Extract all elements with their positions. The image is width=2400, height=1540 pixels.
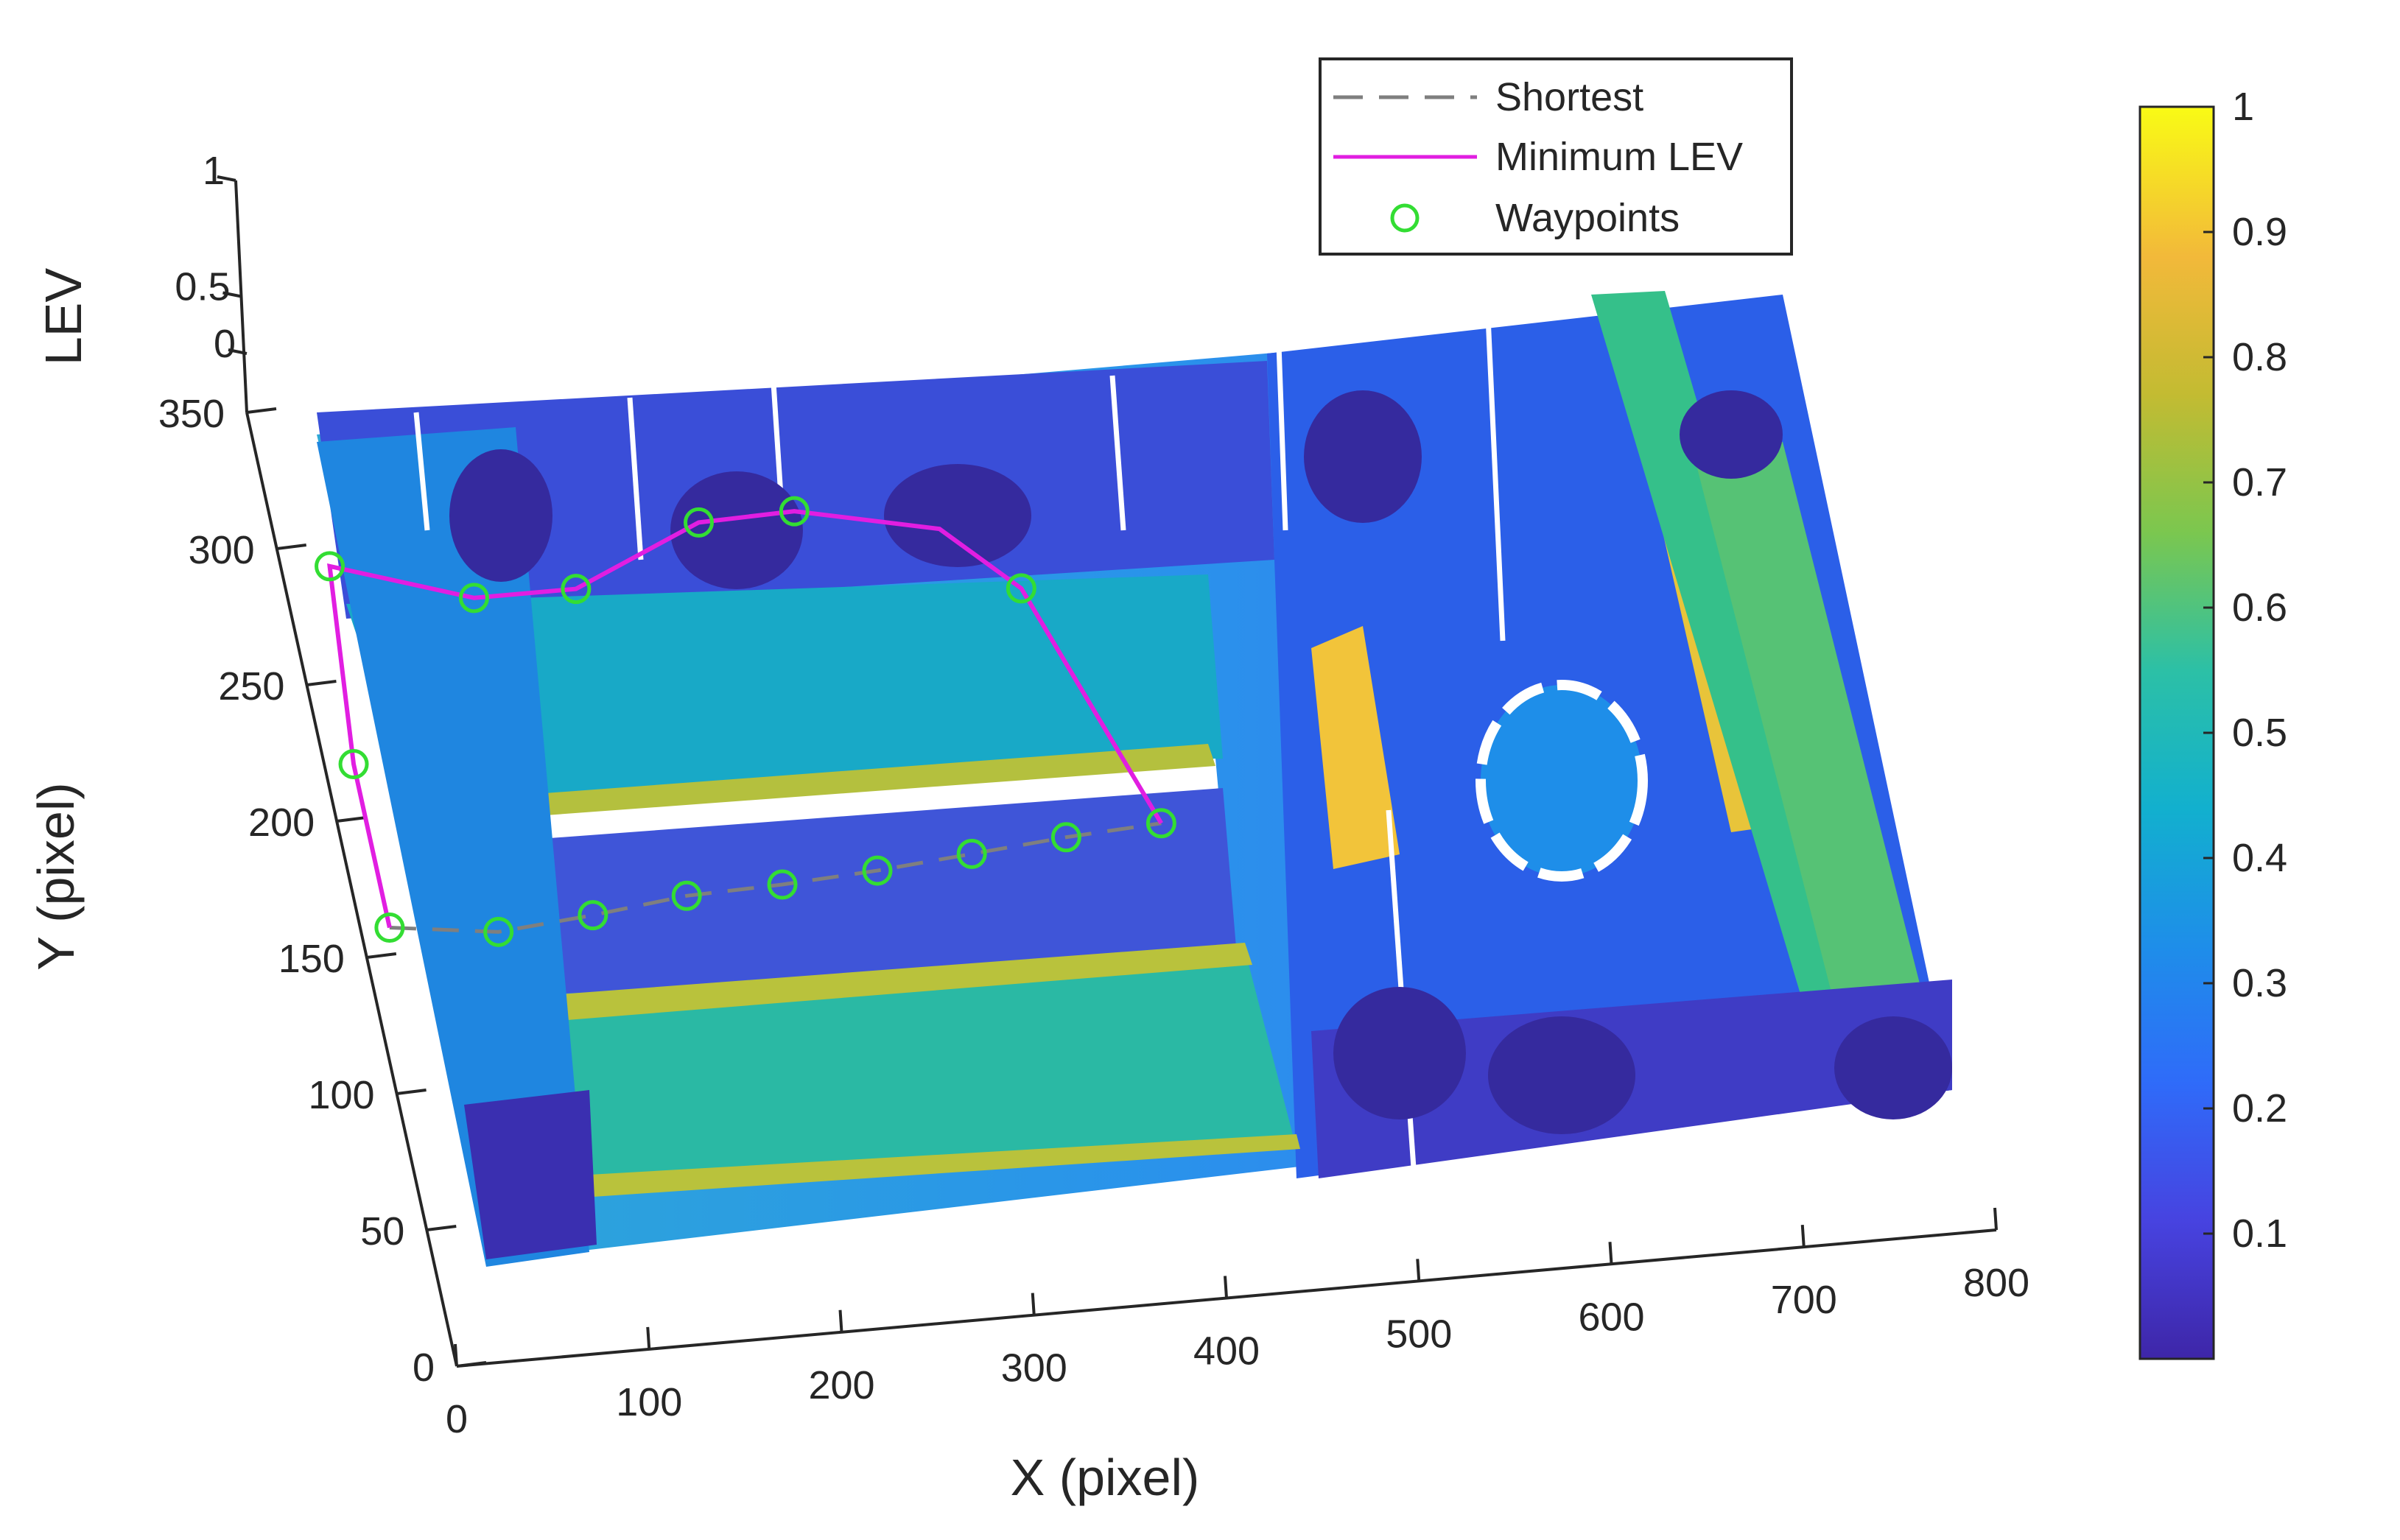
surface-dark-pockets — [449, 390, 1952, 1134]
y-tick-label-350: 350 — [158, 392, 225, 436]
z-tick-0.5 — [222, 291, 242, 298]
waypoint-marker-0 — [374, 913, 405, 943]
colorbar-tick-label-0.5: 0.5 — [2232, 711, 2287, 755]
surface-top-wall — [317, 361, 1274, 619]
colorbar-tick-label-0.6: 0.6 — [2232, 586, 2287, 630]
z-tick-label-0: 0 — [214, 322, 236, 366]
y-tick-label-100: 100 — [308, 1073, 374, 1117]
y-axis-title: Y (pixel) — [27, 782, 85, 970]
waypoint-marker-10 — [578, 900, 608, 931]
x-tick-label-100: 100 — [616, 1380, 682, 1424]
surface-lower-corridor — [530, 788, 1238, 994]
waypoint-marker-13 — [862, 855, 893, 886]
waypoint-marker-9 — [483, 916, 514, 947]
legend: Shortest Minimum LEV Waypoints — [1319, 57, 1793, 256]
waypoint-marker-6 — [779, 496, 810, 527]
x-tick-0 — [454, 1343, 458, 1367]
x-tick-label-200: 200 — [808, 1363, 874, 1407]
x-tick-label-700: 700 — [1771, 1278, 1837, 1322]
colorbar-tick-label-0.1: 0.1 — [2232, 1212, 2287, 1256]
paths — [315, 496, 1176, 947]
waypoint-marker-8 — [1145, 808, 1176, 839]
legend-shortest-label: Shortest — [1495, 75, 1643, 119]
minimum-lev-path-line — [327, 509, 1163, 929]
y-tick-150 — [366, 952, 397, 959]
z-tick-0 — [228, 348, 248, 355]
colorbar-tick-label-0.9: 0.9 — [2232, 210, 2287, 254]
legend-minlev-label: Minimum LEV — [1495, 135, 1743, 179]
y-axis-line — [245, 412, 458, 1367]
y-tick-0 — [456, 1361, 487, 1368]
colorbar-tick-label-1: 1 — [2232, 85, 2254, 129]
z-tick-1 — [217, 175, 236, 182]
waypoint-marker-15 — [1050, 822, 1081, 853]
surface-left-dark — [464, 1090, 597, 1259]
y-tick-300 — [276, 544, 306, 550]
surface-slab-rim-bottom — [589, 1134, 1300, 1197]
x-tick-700 — [1800, 1224, 1806, 1248]
z-tick-label-1: 1 — [203, 149, 225, 193]
x-tick-100 — [646, 1326, 651, 1350]
y-tick-label-0: 0 — [413, 1346, 435, 1390]
waypoint-marker-5 — [683, 507, 714, 538]
colorbar-tick-label-0.3: 0.3 — [2232, 961, 2287, 1005]
legend-waypoints-label: Waypoints — [1495, 196, 1680, 240]
x-axis-ticks: 0 100 200 300 400 500 600 700 800 — [446, 1207, 2029, 1441]
x-tick-label-500: 500 — [1386, 1312, 1452, 1356]
colorbar-tick-label-0.4: 0.4 — [2232, 836, 2287, 880]
surface-mid-band — [346, 574, 1223, 803]
x-tick-label-400: 400 — [1193, 1329, 1260, 1374]
shortest-path-line — [389, 821, 1162, 934]
surface-slab-rim — [560, 943, 1252, 1020]
colorbar-gradient — [2138, 105, 2215, 1360]
colorbar-ticks: 0.1 0.2 0.3 0.4 0.5 0.6 0.7 0.8 0.9 1 — [2203, 85, 2287, 1256]
y-tick-label-300: 300 — [189, 528, 255, 572]
legend-waypoints-swatch — [1390, 203, 1420, 233]
y-tick-100 — [396, 1089, 427, 1095]
waypoint-marker-3 — [458, 583, 489, 613]
x-axis-title: X (pixel) — [1011, 1449, 1200, 1506]
x-tick-500 — [1416, 1259, 1421, 1281]
x-tick-300 — [1031, 1293, 1036, 1315]
surface-center-yellow — [1311, 626, 1400, 869]
y-axis-ticks: 0 50 100 150 200 250 300 350 — [158, 392, 487, 1390]
surface-right-slab — [1694, 442, 1945, 1090]
surface-left-column — [317, 427, 589, 1267]
y-tick-label-50: 50 — [360, 1209, 404, 1254]
colorbar-tick-label-0.7: 0.7 — [2232, 460, 2287, 504]
waypoint-marker-7 — [1006, 573, 1036, 604]
colorbar-tick-label-0.2: 0.2 — [2232, 1086, 2287, 1131]
waypoint-marker-1 — [338, 749, 369, 780]
waypoint-marker-12 — [767, 869, 798, 900]
z-tick-label-0.5: 0.5 — [175, 265, 230, 309]
colorbar: 0.1 0.2 0.3 0.4 0.5 0.6 0.7 0.8 0.9 1 — [2138, 85, 2287, 1360]
y-tick-200 — [336, 816, 367, 823]
surface-slab — [560, 950, 1297, 1193]
y-tick-label-200: 200 — [248, 801, 315, 845]
x-tick-label-600: 600 — [1578, 1295, 1644, 1339]
x-tick-label-800: 800 — [1963, 1261, 2029, 1305]
waypoint-marker-14 — [956, 838, 987, 869]
y-tick-350 — [246, 407, 277, 414]
x-tick-label-300: 300 — [1001, 1346, 1067, 1390]
y-tick-label-250: 250 — [218, 664, 284, 709]
waypoint-marker-4 — [561, 574, 592, 605]
waypoint-marker-11 — [671, 880, 702, 911]
y-tick-50 — [427, 1225, 457, 1231]
surface-rim-upper — [516, 744, 1215, 818]
waypoint-marker-2 — [315, 551, 345, 582]
x-tick-400 — [1224, 1276, 1228, 1298]
x-tick-600 — [1608, 1242, 1613, 1265]
lev-surface — [317, 291, 1952, 1267]
colorbar-tick-label-0.8: 0.8 — [2232, 335, 2287, 379]
y-tick-250 — [306, 680, 337, 686]
x-tick-label-0: 0 — [446, 1397, 468, 1441]
x-tick-800 — [1993, 1207, 1998, 1231]
z-axis-title: LEV — [35, 268, 92, 366]
y-tick-label-150: 150 — [278, 937, 345, 981]
surface-circle-gap — [1476, 680, 1648, 882]
x-tick-200 — [838, 1309, 843, 1332]
z-axis-ticks: 00.51 — [175, 149, 248, 366]
